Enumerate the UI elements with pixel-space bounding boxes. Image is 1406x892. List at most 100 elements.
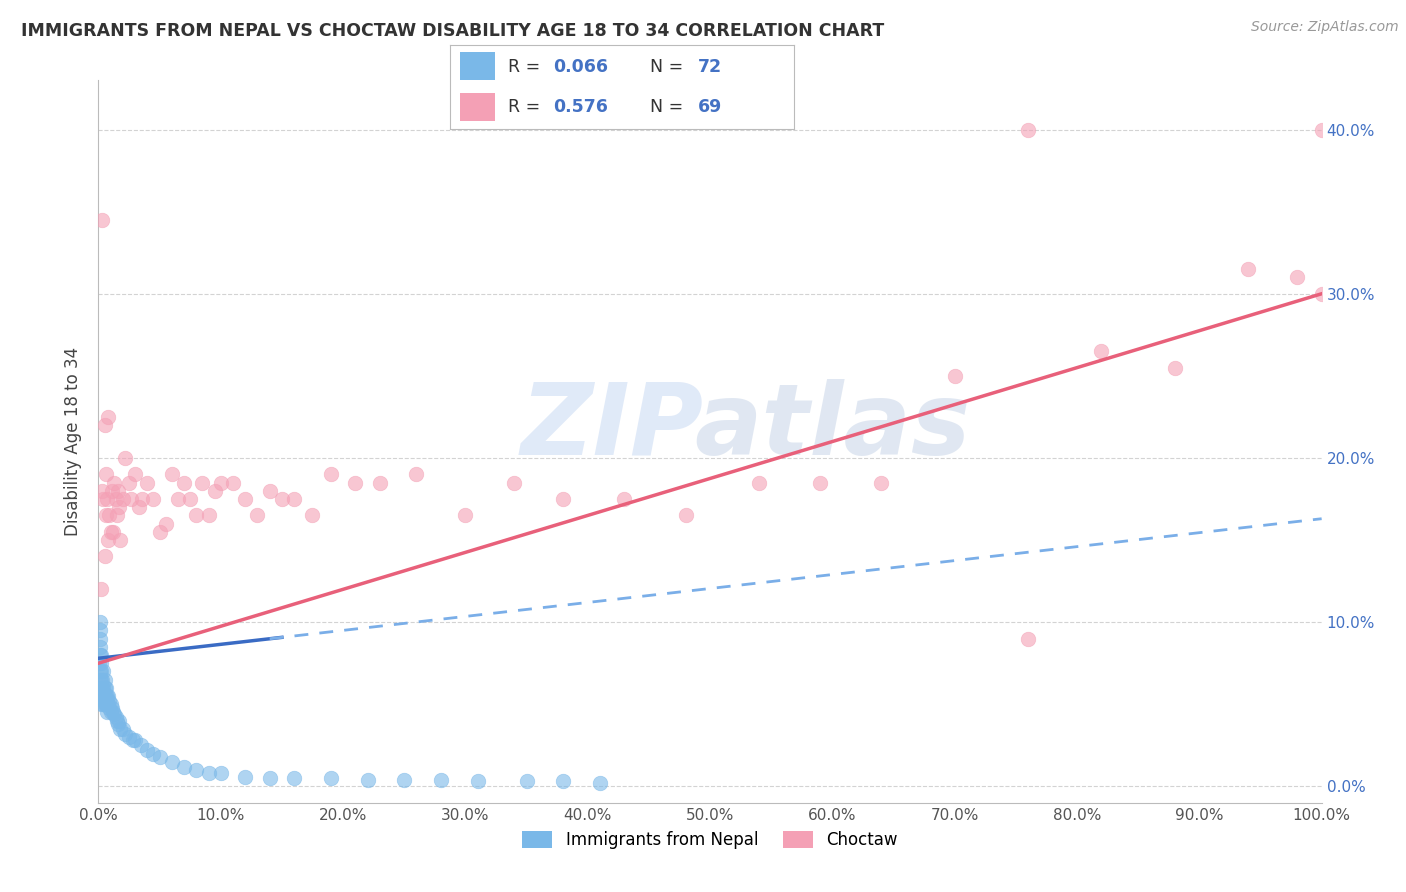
Point [94,689,117,703]
Point [103,475,125,490]
Point [179,491,201,506]
Point [111,491,134,506]
Point [319,771,342,785]
Point [94,681,117,695]
Point [454,508,477,523]
Point [103,707,125,722]
Point [98,694,121,708]
Point [259,483,281,498]
Point [89,665,111,679]
Point [515,774,537,789]
Point [209,766,232,780]
Text: ZIP: ZIP [520,378,703,475]
Point [89,640,111,654]
Y-axis label: Disability Age 18 to 34: Disability Age 18 to 34 [65,347,83,536]
Point [94,698,117,712]
Point [283,491,305,506]
Point [91,491,114,506]
Point [131,491,153,506]
Point [124,467,146,482]
Point [186,508,208,523]
Point [93,673,115,687]
Point [96,698,118,712]
Point [160,467,183,482]
Point [118,475,141,490]
Point [173,760,195,774]
Point [98,700,121,714]
Point [91,483,114,498]
Point [100,706,122,720]
Point [89,648,111,662]
Point [405,467,427,482]
Point [91,681,114,695]
Point [110,533,132,547]
Point [107,483,129,498]
Point [197,508,219,523]
Point [93,698,115,712]
Point [91,681,114,695]
Point [100,698,122,712]
Point [270,491,294,506]
Point [97,698,120,712]
Point [503,475,526,490]
Point [120,491,142,506]
Point [107,717,129,731]
Point [430,772,453,787]
Text: R =: R = [509,58,546,76]
Text: IMMIGRANTS FROM NEPAL VS CHOCTAW DISABILITY AGE 18 TO 34 CORRELATION CHART: IMMIGRANTS FROM NEPAL VS CHOCTAW DISABIL… [21,22,884,40]
Point [128,500,150,515]
Point [167,491,190,506]
Point [136,743,159,757]
Text: 72: 72 [697,58,723,76]
Point [91,665,114,679]
Point [121,733,143,747]
Text: R =: R = [509,98,546,116]
Point [246,508,269,523]
Point [675,508,697,523]
Point [319,467,342,482]
Point [553,774,575,789]
Point [553,491,575,506]
Point [91,673,114,687]
Point [392,772,416,787]
Point [93,681,115,695]
Point [259,771,281,785]
Point [197,766,219,780]
Point [89,632,111,646]
Text: 69: 69 [697,98,723,116]
Point [96,689,118,703]
Point [222,475,245,490]
Point [91,689,114,703]
Point [613,491,636,506]
Point [1164,360,1187,375]
Point [344,475,367,490]
Point [91,212,114,227]
Point [1310,286,1333,301]
Point [90,673,112,687]
Point [356,772,378,787]
Point [90,582,112,597]
Point [101,706,124,720]
Text: Source: ZipAtlas.com: Source: ZipAtlas.com [1251,20,1399,34]
Point [90,657,112,671]
Point [1310,122,1333,136]
Point [1237,262,1260,277]
Point [467,774,489,789]
Point [142,747,165,761]
Point [93,549,115,564]
Point [1017,632,1039,646]
Point [136,475,159,490]
Point [93,418,115,433]
Point [89,624,111,638]
Point [89,689,111,703]
Point [155,516,177,531]
Point [368,475,391,490]
Text: N =: N = [650,58,689,76]
Point [748,475,770,490]
Point [98,508,121,523]
Bar [460,53,495,80]
Point [118,730,141,744]
Point [1017,122,1039,136]
Point [160,755,183,769]
Point [149,749,172,764]
